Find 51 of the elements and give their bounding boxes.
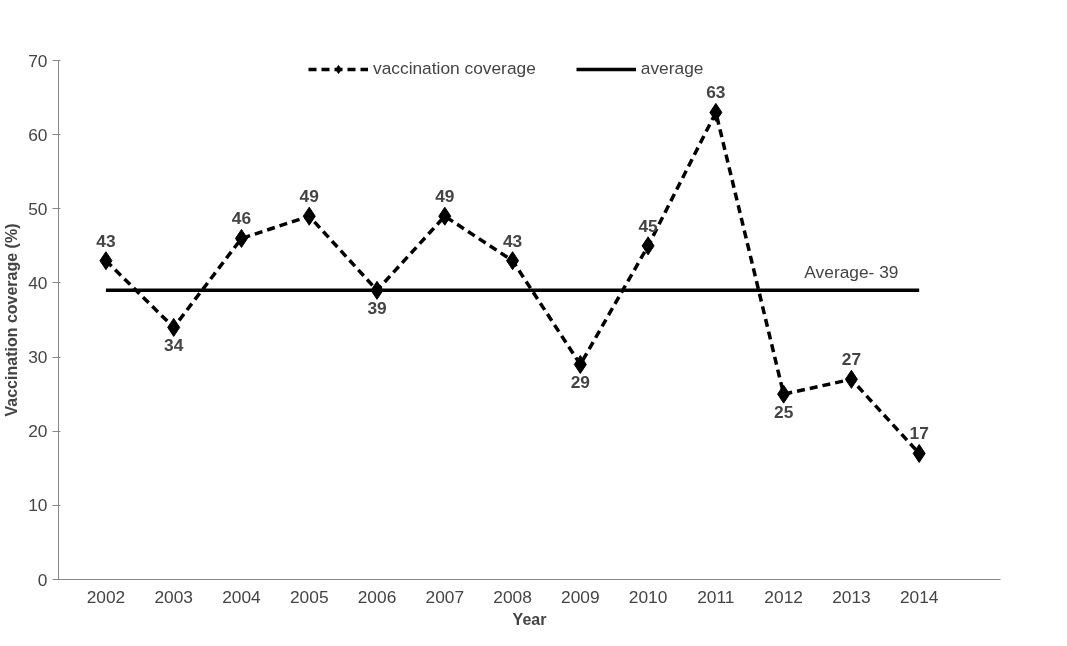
data-label: 49 (435, 186, 455, 207)
y-tick-label: 70 (28, 50, 48, 71)
point (506, 251, 520, 271)
y-axis-title: Vaccination coverage (%) (3, 223, 21, 417)
y-tick-label: 20 (28, 421, 48, 442)
data-label: 39 (367, 298, 387, 319)
point (302, 206, 316, 226)
y-tick-label: 30 (28, 347, 48, 368)
data-label: 34 (164, 335, 184, 356)
data-label: 46 (231, 208, 252, 229)
x-tick-label: 2005 (289, 586, 329, 607)
y-tick-label: 0 (37, 569, 48, 590)
data-label: 27 (841, 349, 862, 370)
x-tick-label: 2014 (899, 586, 939, 607)
point (709, 102, 723, 122)
data-label: 43 (502, 230, 523, 251)
x-tick-label: 2006 (357, 586, 397, 607)
y-tick-label: 50 (28, 198, 48, 219)
x-tick-label: 2002 (86, 586, 126, 607)
x-tick-label: 2013 (832, 586, 871, 607)
point (573, 354, 587, 374)
x-axis-title: Year (512, 610, 547, 628)
point (99, 251, 113, 271)
x-tick-label: 2012 (764, 586, 803, 607)
annotation: Average- 39 (804, 262, 899, 283)
point (777, 384, 791, 404)
x-tick-label: 2010 (628, 586, 668, 607)
data-label: 49 (299, 186, 319, 207)
x-tick-label: 2011 (697, 586, 735, 607)
x-tick-label: 2009 (561, 586, 600, 607)
legend-label: vaccination coverage (373, 59, 536, 79)
data-label: 25 (774, 402, 794, 423)
data-label: 43 (96, 230, 116, 251)
data-label: 17 (909, 423, 929, 444)
x-tick-label: 2008 (493, 586, 532, 607)
x-tick-label: 2004 (222, 586, 262, 607)
x-tick-label: 2007 (425, 586, 465, 607)
point (912, 443, 926, 463)
y-tick-label: 40 (28, 272, 48, 293)
x-tick-label: 2003 (154, 586, 193, 607)
point (234, 228, 248, 248)
y-tick-label: 10 (28, 495, 48, 516)
point (167, 317, 181, 337)
point (844, 369, 858, 389)
data-label: 45 (638, 215, 659, 236)
point (438, 206, 452, 226)
data-label: 63 (706, 82, 726, 103)
legend-label: average (640, 59, 704, 79)
data-label: 29 (570, 372, 590, 393)
point (641, 236, 655, 256)
y-tick-label: 60 (28, 124, 48, 145)
